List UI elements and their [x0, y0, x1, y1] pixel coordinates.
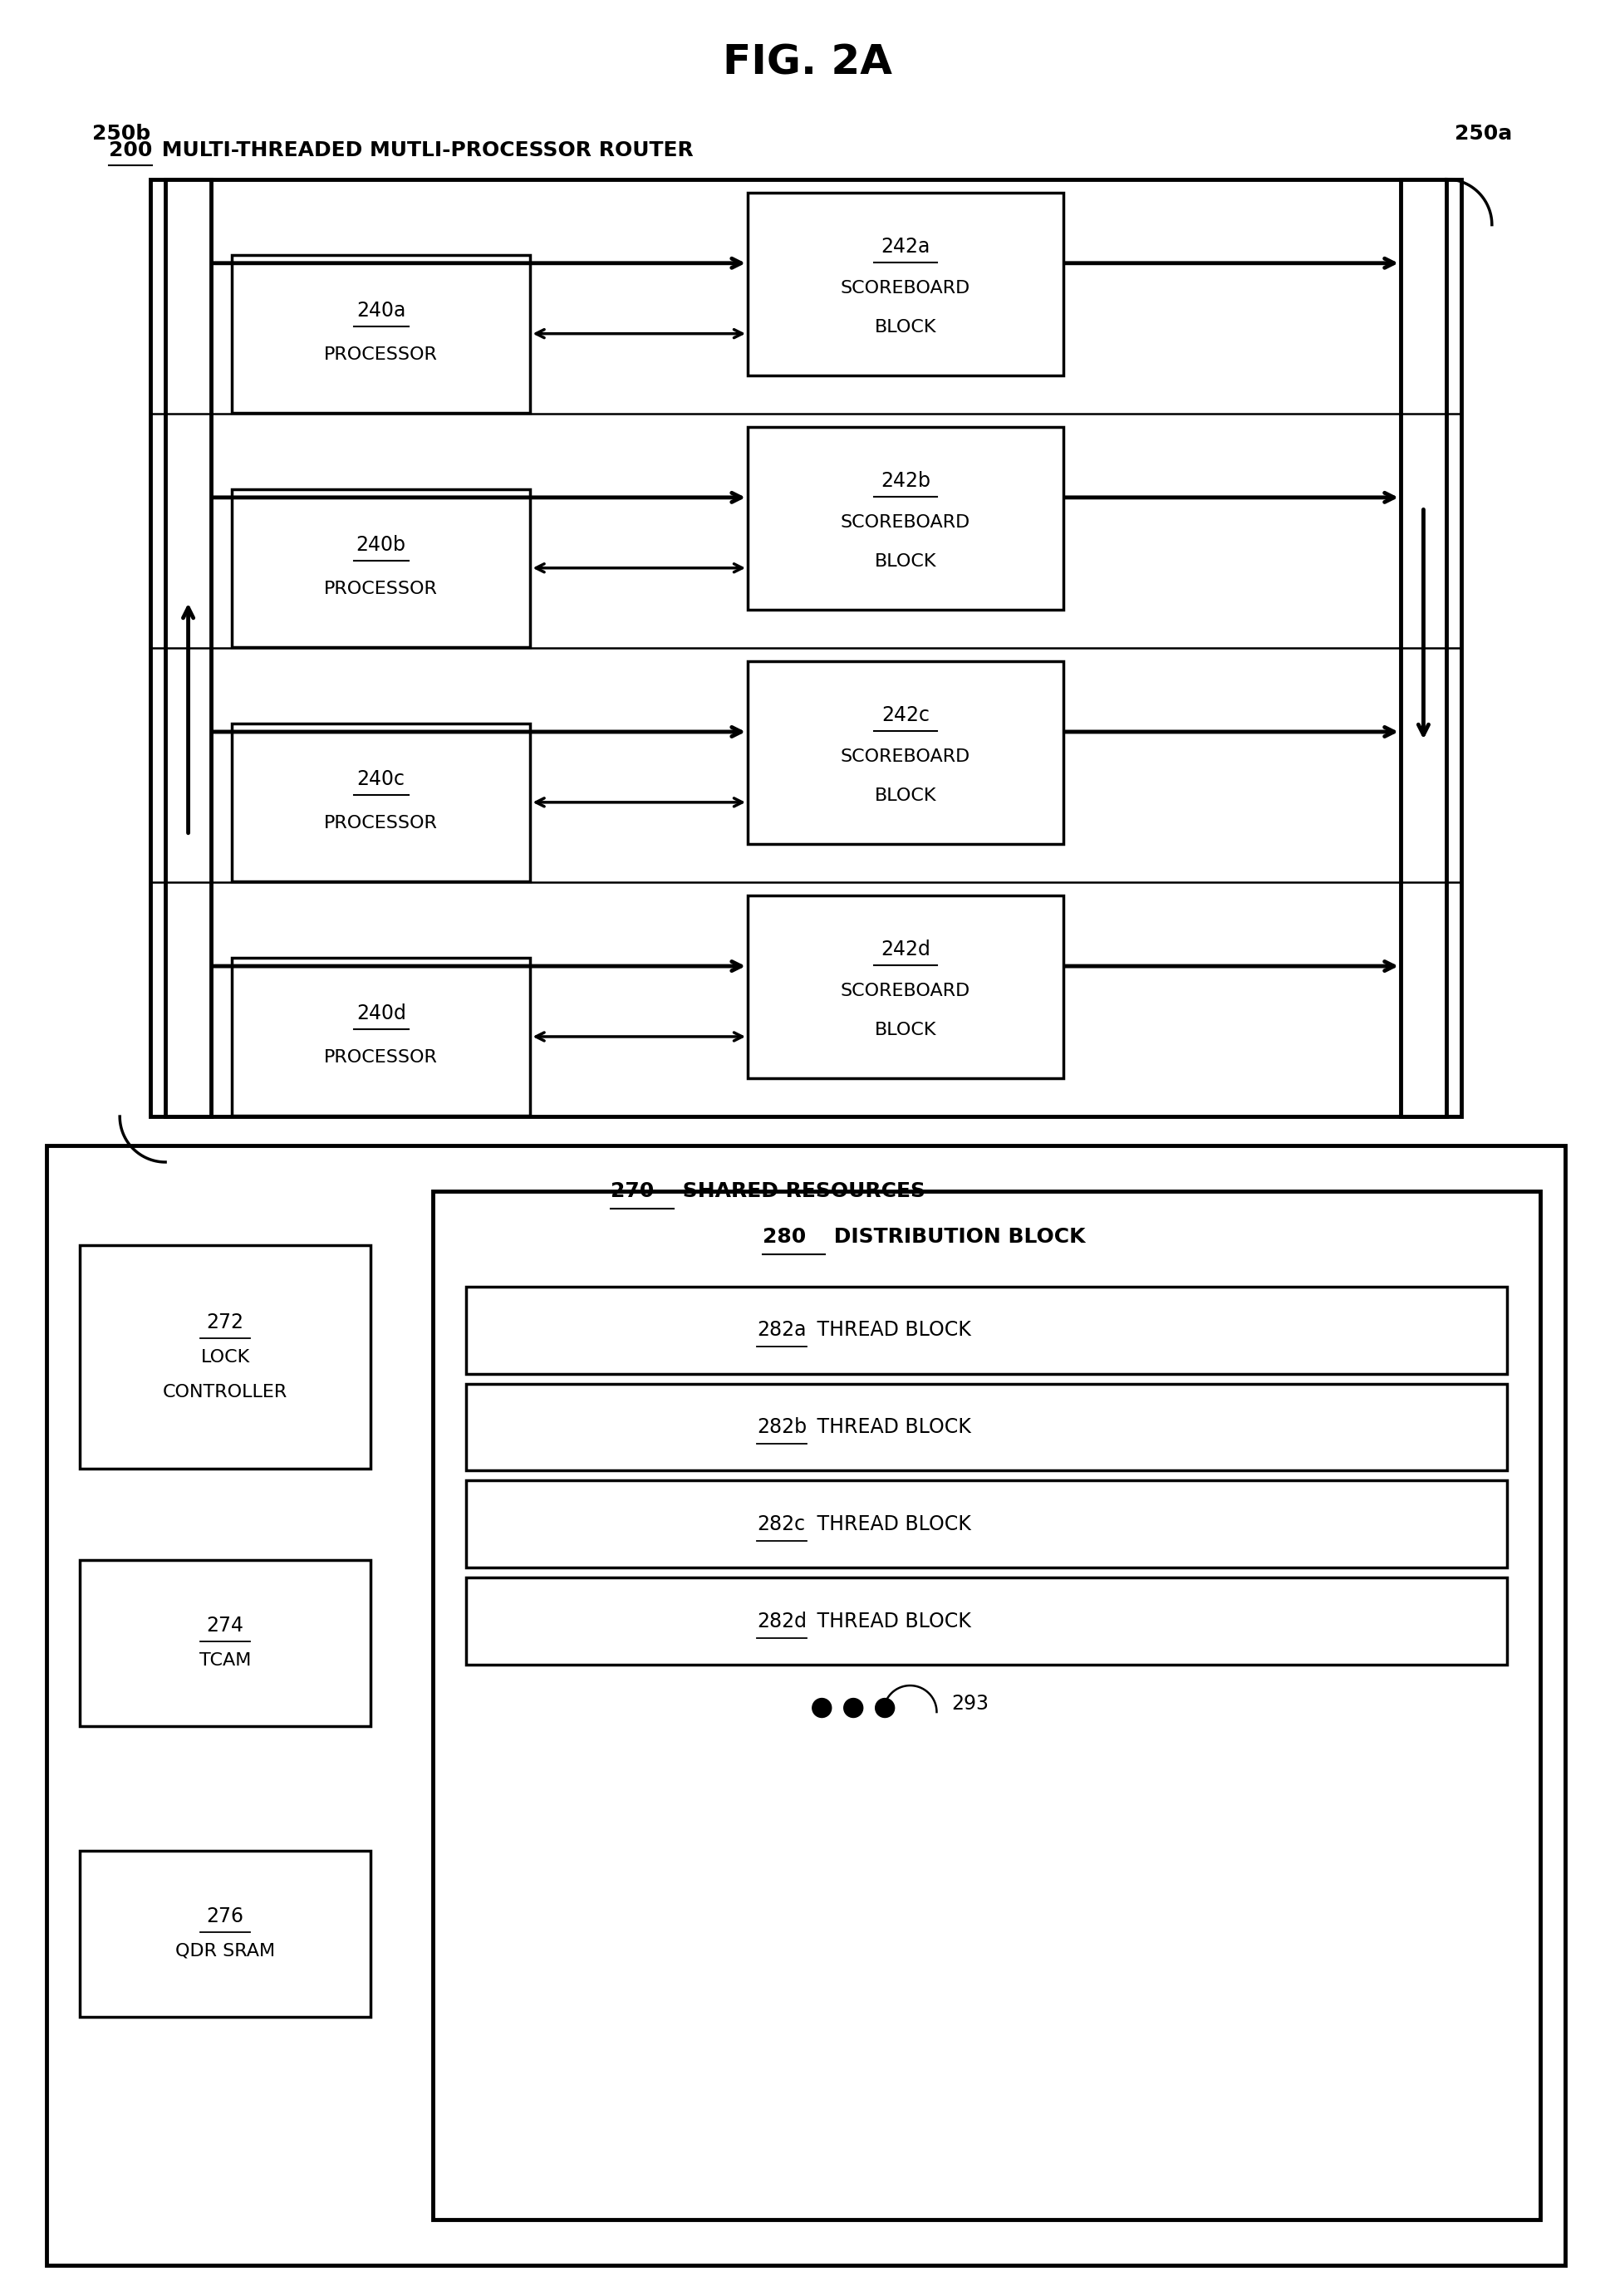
Text: SCOREBOARD: SCOREBOARD — [840, 748, 971, 765]
Text: 274: 274 — [207, 1616, 244, 1635]
Text: 282d: 282d — [757, 1612, 808, 1630]
Text: 242c: 242c — [882, 705, 930, 726]
Bar — [465, 1577, 1507, 1665]
Text: 250a: 250a — [1455, 124, 1512, 142]
Bar — [465, 1286, 1507, 1373]
Text: PROCESSOR: PROCESSOR — [325, 347, 438, 363]
Bar — [233, 489, 530, 647]
Text: MULTI-THREADED MUTLI-PROCESSOR ROUTER: MULTI-THREADED MUTLI-PROCESSOR ROUTER — [155, 140, 693, 161]
Bar — [748, 895, 1063, 1079]
Text: 282b: 282b — [757, 1417, 808, 1437]
Text: SCOREBOARD: SCOREBOARD — [840, 280, 971, 296]
Text: 280: 280 — [762, 1226, 806, 1247]
Bar — [433, 1192, 1541, 2220]
Bar — [748, 661, 1063, 845]
Text: CONTROLLER: CONTROLLER — [163, 1384, 287, 1401]
Circle shape — [875, 1699, 895, 1717]
Bar — [748, 427, 1063, 608]
Text: 272: 272 — [207, 1313, 244, 1332]
Circle shape — [812, 1699, 832, 1717]
Text: LOCK: LOCK — [200, 1348, 250, 1366]
Text: SCOREBOARD: SCOREBOARD — [840, 983, 971, 999]
Text: 276: 276 — [207, 1906, 244, 1926]
Text: SCOREBOARD: SCOREBOARD — [840, 514, 971, 530]
Bar — [465, 1481, 1507, 1568]
Bar — [748, 193, 1063, 374]
Text: 240c: 240c — [357, 769, 405, 790]
Circle shape — [843, 1699, 862, 1717]
Bar — [150, 179, 1462, 1116]
Text: 242a: 242a — [880, 236, 930, 257]
Text: DISTRIBUTION BLOCK: DISTRIBUTION BLOCK — [827, 1226, 1085, 1247]
Text: 242d: 242d — [880, 939, 930, 960]
Text: THREAD BLOCK: THREAD BLOCK — [811, 1513, 971, 1534]
Text: 200: 200 — [108, 140, 152, 161]
Text: BLOCK: BLOCK — [874, 553, 937, 569]
Bar — [1400, 179, 1447, 1116]
Bar — [47, 1146, 1565, 2266]
Text: PROCESSOR: PROCESSOR — [325, 1049, 438, 1065]
Bar — [233, 723, 530, 882]
Text: 242b: 242b — [880, 471, 930, 491]
Text: PROCESSOR: PROCESSOR — [325, 581, 438, 597]
Text: THREAD BLOCK: THREAD BLOCK — [811, 1320, 971, 1341]
Bar — [233, 255, 530, 413]
Text: THREAD BLOCK: THREAD BLOCK — [811, 1612, 971, 1630]
Text: 282c: 282c — [757, 1513, 806, 1534]
Text: 270: 270 — [610, 1180, 654, 1201]
Bar — [81, 1851, 370, 2016]
Text: BLOCK: BLOCK — [874, 319, 937, 335]
Text: BLOCK: BLOCK — [874, 788, 937, 804]
Text: QDR SRAM: QDR SRAM — [176, 1942, 275, 1958]
Text: BLOCK: BLOCK — [874, 1022, 937, 1038]
Bar — [81, 1561, 370, 1727]
Text: 282a: 282a — [757, 1320, 806, 1341]
Text: 240a: 240a — [357, 301, 405, 321]
Text: 240d: 240d — [357, 1003, 405, 1024]
Text: SHARED RESOURCES: SHARED RESOURCES — [675, 1180, 925, 1201]
Text: TCAM: TCAM — [199, 1653, 250, 1669]
Bar — [165, 179, 212, 1116]
Text: 293: 293 — [951, 1694, 988, 1713]
Text: 240b: 240b — [357, 535, 405, 556]
Text: THREAD BLOCK: THREAD BLOCK — [811, 1417, 971, 1437]
Text: 250b: 250b — [92, 124, 150, 142]
Text: FIG. 2A: FIG. 2A — [724, 44, 891, 83]
Bar — [233, 957, 530, 1116]
Bar — [81, 1244, 370, 1469]
Bar — [465, 1384, 1507, 1472]
Text: PROCESSOR: PROCESSOR — [325, 815, 438, 831]
